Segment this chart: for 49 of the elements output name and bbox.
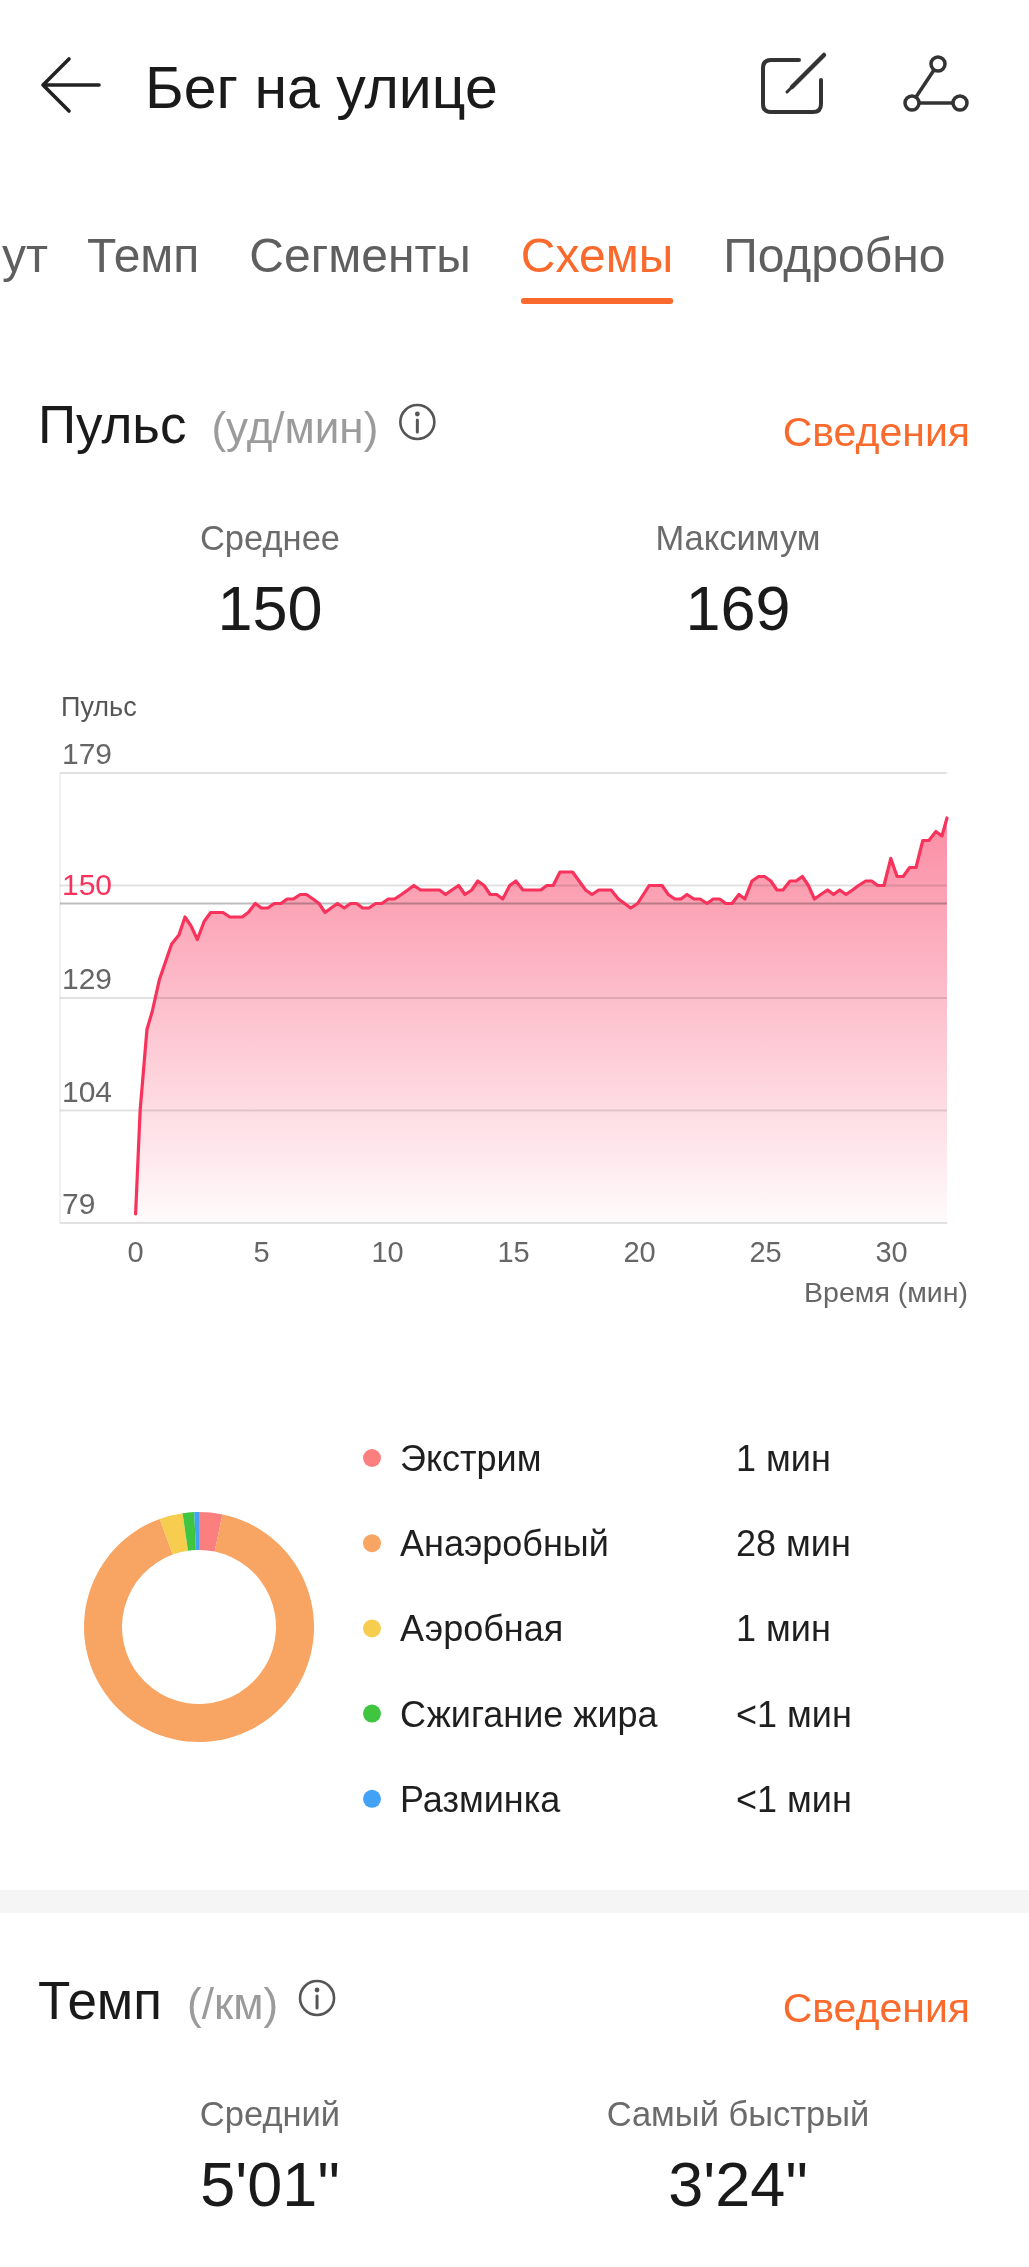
legend-label: Разминка: [400, 1778, 562, 1820]
donut-slice: [194, 1512, 199, 1551]
donut-slice: [84, 1514, 314, 1742]
text: Сегменты: [249, 229, 471, 282]
data-label: 1 мин: [736, 1608, 831, 1650]
text: Сведения: [782, 409, 970, 455]
text: (/км): [187, 1979, 279, 2028]
text: Сведения: [782, 1985, 970, 2031]
y-axis-title: Пульс: [61, 692, 137, 722]
chart-subtitle: (уд/мин): [211, 403, 379, 452]
y-tick-label: 104: [62, 1074, 113, 1108]
ref-line-label: 150: [62, 867, 113, 901]
text: 5'01": [200, 2149, 340, 2219]
data-label: <1 мин: [736, 1693, 852, 1735]
y-tick-label: 129: [62, 962, 113, 995]
text: Среднее: [199, 519, 341, 557]
donut-slice: [182, 1512, 196, 1551]
text: Максимум: [655, 519, 821, 557]
x-tick-label: 15: [497, 1236, 530, 1268]
data-label: 28 мин: [736, 1523, 851, 1565]
legend-label: Экстрим: [400, 1438, 542, 1479]
donut-slice: [159, 1513, 189, 1555]
text: 169: [685, 573, 791, 643]
text: Темп: [38, 1971, 163, 2030]
x-tick-label: 25: [749, 1236, 782, 1268]
x-tick-label: 20: [623, 1236, 656, 1268]
x-tick-label: 10: [371, 1236, 404, 1268]
x-axis-title: Время (мин): [804, 1276, 968, 1308]
text: ут: [2, 229, 48, 282]
x-tick-label: 30: [875, 1236, 908, 1268]
text: Самый быстрый: [606, 2095, 870, 2133]
data-label: 1 мин: [736, 1438, 831, 1479]
legend-label: Сжигание жира: [400, 1693, 659, 1735]
text: Бег на улице: [145, 55, 498, 121]
text: Темп: [87, 229, 200, 282]
legend-label: Анаэробный: [400, 1523, 609, 1565]
data-label: <1 мин: [736, 1778, 852, 1820]
y-tick-label: 79: [62, 1187, 96, 1220]
text: Схемы: [520, 229, 674, 282]
chart-title: Пульс: [38, 395, 187, 454]
y-tick-label: 179: [62, 737, 113, 770]
legend-label: Аэробная: [400, 1608, 564, 1650]
x-tick-label: 5: [253, 1236, 270, 1268]
text: 3'24": [668, 2149, 808, 2219]
x-tick-label: 0: [127, 1236, 144, 1268]
donut-slice: [199, 1512, 223, 1552]
text: 150: [217, 573, 323, 643]
text: Средний: [199, 2095, 341, 2133]
text: Подробно: [723, 229, 946, 282]
